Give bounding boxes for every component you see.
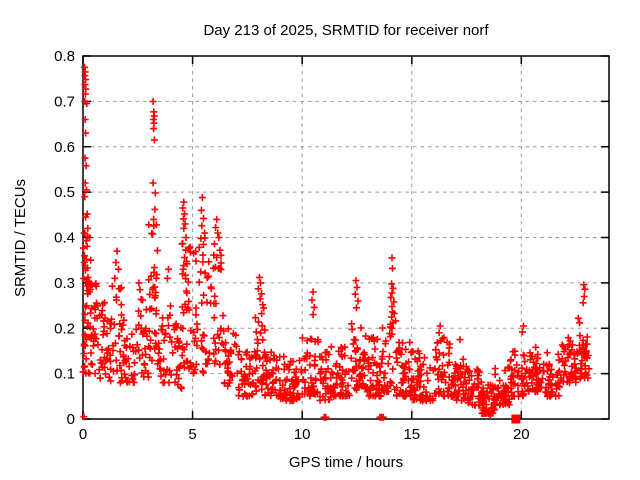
x-axis-label: GPS time / hours xyxy=(289,454,403,471)
grid-lines xyxy=(83,56,609,419)
x-tick-label: 0 xyxy=(79,426,87,443)
y-tick-label: 0.5 xyxy=(54,184,75,201)
y-tick-label: 0.2 xyxy=(54,320,75,337)
y-tick-label: 0.1 xyxy=(54,366,75,383)
y-axis-label: SRMTID / TECUs xyxy=(12,179,29,297)
x-tick-label: 5 xyxy=(188,426,196,443)
chart-title: Day 213 of 2025, SRMTID for receiver nor… xyxy=(203,22,489,39)
y-tick-label: 0 xyxy=(67,411,75,428)
y-tick-label: 0.4 xyxy=(54,230,75,247)
y-tick-label: 0.8 xyxy=(54,48,75,65)
x-tick-label: 15 xyxy=(403,426,420,443)
grid-path xyxy=(83,56,609,419)
data-points xyxy=(79,63,593,424)
x-tick-labels: 0 5 10 15 20 xyxy=(79,426,530,443)
square-marker xyxy=(511,414,521,424)
y-tick-labels: 0 0.1 0.2 0.3 0.4 0.5 0.6 0.7 0.8 xyxy=(54,48,75,428)
scatter-markers xyxy=(79,63,593,421)
x-tick-label: 20 xyxy=(513,426,530,443)
y-tick-label: 0.7 xyxy=(54,93,75,110)
y-tick-label: 0.6 xyxy=(54,139,75,156)
x-tick-label: 10 xyxy=(294,426,311,443)
y-tick-label: 0.3 xyxy=(54,275,75,292)
